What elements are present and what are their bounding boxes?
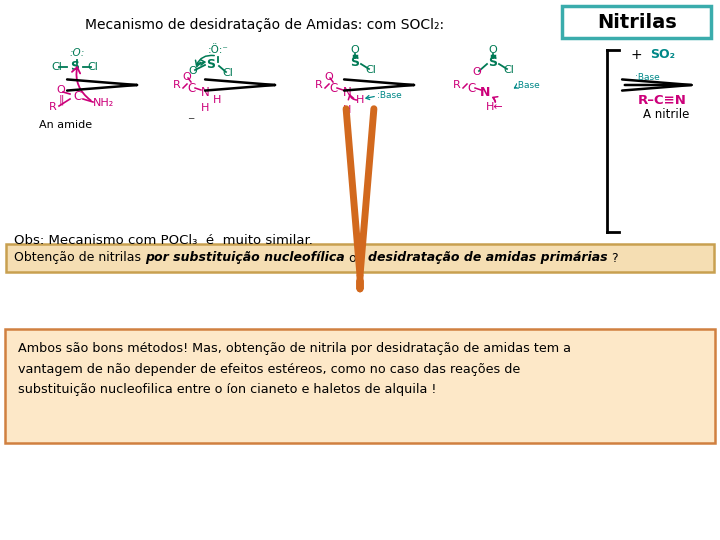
Text: H: H [343,105,351,115]
Text: Nitrilas: Nitrilas [597,12,677,31]
Text: ou: ou [345,252,368,265]
Text: A nitrile: A nitrile [643,109,689,122]
Text: An amide: An amide [39,120,92,130]
Text: C: C [73,90,81,103]
FancyBboxPatch shape [5,329,715,443]
Text: O: O [57,85,66,95]
FancyBboxPatch shape [6,244,714,272]
Text: N: N [201,86,210,99]
Text: S: S [207,57,215,71]
Text: O: O [489,45,498,55]
Text: C: C [467,82,475,94]
Text: H←: H← [486,102,504,112]
Text: H: H [201,103,210,113]
Text: H: H [356,95,364,105]
Text: Obtenção de nitrilas: Obtenção de nitrilas [14,252,145,265]
Text: S: S [488,57,498,70]
Text: Ambos são bons métodos! Mas, obtenção de nitrila por desidratação de amidas tem : Ambos são bons métodos! Mas, obtenção de… [18,342,571,396]
Text: :O:: :O: [69,48,85,58]
Text: desidratação de amidas primárias: desidratação de amidas primárias [368,252,608,265]
Text: Cl: Cl [52,62,63,72]
Text: Obs: Mecanismo com POCl₃  é  muito similar.: Obs: Mecanismo com POCl₃ é muito similar… [14,233,313,246]
Text: SO₂: SO₂ [650,49,675,62]
Text: ?: ? [608,252,618,265]
Text: R: R [49,102,57,112]
Text: R: R [453,80,461,90]
Text: R: R [173,80,181,90]
Text: :Base: :Base [635,72,660,82]
Text: :Base: :Base [515,80,540,90]
Text: C: C [329,82,337,94]
Text: :Base: :Base [377,91,402,100]
Text: Cl: Cl [88,62,99,72]
Text: N: N [343,86,351,99]
Text: O: O [189,66,197,76]
Text: Mecanismo de desidratação de Amidas: com SOCl₂:: Mecanismo de desidratação de Amidas: com… [86,18,444,32]
Text: O: O [325,72,333,82]
Text: +: + [630,48,642,62]
Text: :Ö:⁻: :Ö:⁻ [207,45,228,55]
Text: por substituição nucleofílica: por substituição nucleofílica [145,252,345,265]
Text: ‖: ‖ [58,94,64,105]
Text: R: R [315,80,323,90]
Text: Cl: Cl [366,65,377,75]
Text: Cl: Cl [222,68,233,78]
Text: R–C≡N: R–C≡N [638,93,687,106]
Text: ⁻: ⁻ [187,115,194,129]
Text: S: S [351,57,359,70]
Text: C: C [187,82,195,94]
Text: O: O [472,67,482,77]
Text: O: O [183,72,192,82]
Text: O: O [351,45,359,55]
Text: S: S [71,60,79,73]
Text: NH₂: NH₂ [93,98,114,108]
Text: H: H [213,95,221,105]
Text: Cl: Cl [503,65,514,75]
Text: N: N [480,86,490,99]
FancyBboxPatch shape [562,6,711,38]
